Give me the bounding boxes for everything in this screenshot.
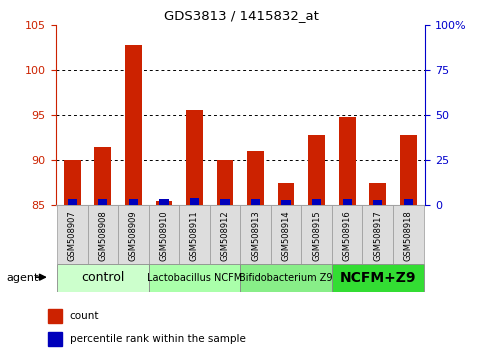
Bar	[149, 264, 241, 292]
Bar	[332, 264, 424, 292]
Bar	[312, 199, 321, 205]
Bar	[57, 205, 87, 264]
Bar	[95, 147, 111, 205]
Bar	[369, 183, 386, 205]
Bar	[241, 205, 271, 264]
Bar	[159, 199, 169, 205]
Bar	[48, 332, 62, 346]
Bar	[282, 200, 291, 205]
Bar	[98, 199, 108, 205]
Text: GSM508913: GSM508913	[251, 210, 260, 261]
Text: GSM508907: GSM508907	[68, 210, 77, 261]
Bar	[129, 199, 138, 205]
Text: GSM508908: GSM508908	[99, 210, 107, 261]
Bar	[118, 205, 149, 264]
Bar	[186, 110, 203, 205]
Text: GDS3813 / 1415832_at: GDS3813 / 1415832_at	[164, 9, 319, 22]
Bar	[190, 198, 199, 205]
Text: count: count	[70, 311, 99, 321]
Text: Lactobacillus NCFM: Lactobacillus NCFM	[147, 273, 242, 283]
Text: control: control	[81, 272, 125, 284]
Bar	[278, 183, 295, 205]
Bar	[217, 160, 233, 205]
Bar	[301, 205, 332, 264]
Bar	[247, 151, 264, 205]
Text: GSM508916: GSM508916	[342, 210, 352, 261]
Text: GSM508914: GSM508914	[282, 210, 291, 261]
Bar	[332, 205, 362, 264]
Bar	[87, 205, 118, 264]
Bar	[393, 205, 424, 264]
Text: agent: agent	[6, 273, 39, 283]
Text: GSM508910: GSM508910	[159, 210, 169, 261]
Text: percentile rank within the sample: percentile rank within the sample	[70, 334, 245, 344]
Text: NCFM+Z9: NCFM+Z9	[340, 271, 416, 285]
Bar	[57, 264, 149, 292]
Bar	[308, 135, 325, 205]
Text: GSM508915: GSM508915	[312, 210, 321, 261]
Bar	[149, 205, 179, 264]
Bar	[68, 199, 77, 205]
Bar	[48, 309, 62, 323]
Text: GSM508909: GSM508909	[129, 210, 138, 261]
Bar	[251, 199, 260, 205]
Bar	[400, 135, 417, 205]
Text: GSM508918: GSM508918	[404, 210, 413, 261]
Bar	[342, 199, 352, 205]
Bar	[179, 205, 210, 264]
Bar	[210, 205, 241, 264]
Bar	[241, 264, 332, 292]
Bar	[271, 205, 301, 264]
Bar	[125, 45, 142, 205]
Bar	[362, 205, 393, 264]
Bar	[373, 200, 383, 205]
Text: GSM508912: GSM508912	[221, 210, 229, 261]
Bar	[64, 160, 81, 205]
Bar	[220, 199, 229, 205]
Text: GSM508911: GSM508911	[190, 210, 199, 261]
Bar	[339, 117, 355, 205]
Text: Bifidobacterium Z9: Bifidobacterium Z9	[240, 273, 333, 283]
Text: GSM508917: GSM508917	[373, 210, 382, 261]
Bar	[404, 199, 413, 205]
Bar	[156, 201, 172, 205]
